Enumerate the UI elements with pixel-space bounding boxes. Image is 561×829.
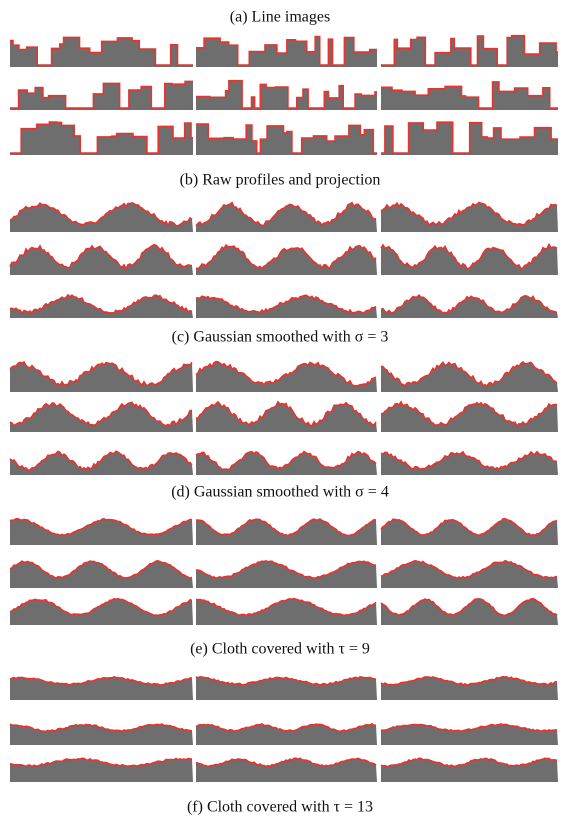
profile-image: [196, 196, 377, 232]
profile-image: [10, 747, 193, 782]
profile-image: [10, 196, 193, 232]
profile-image: [381, 446, 558, 475]
profile-image: [196, 290, 377, 318]
profile-image: [196, 714, 377, 745]
profile-image: [381, 666, 558, 700]
profile-image: [10, 355, 193, 392]
profile-image: [381, 552, 558, 588]
profile-image: [381, 122, 558, 155]
profile-image: [10, 446, 193, 475]
profile-image: [10, 122, 193, 155]
profile-image: [381, 395, 558, 432]
profile-image: [381, 747, 558, 782]
profile-image: [196, 35, 377, 67]
profile-image: [381, 355, 558, 392]
profile-image: [196, 122, 377, 155]
profile-image: [10, 552, 193, 588]
profile-image: [196, 552, 377, 588]
profile-image: [10, 714, 193, 745]
profile-image: [381, 35, 558, 67]
profile-image: [196, 446, 377, 475]
profile-image: [10, 290, 193, 318]
profile-image: [10, 80, 193, 110]
profile-image: [381, 238, 558, 275]
panel-caption: (f) Cloth covered with τ = 13: [187, 799, 373, 816]
profile-image: [196, 510, 377, 545]
profile-image: [381, 196, 558, 232]
profile-image: [10, 238, 193, 275]
figure: (a) Line images (b) Raw profiles and proj…: [0, 0, 561, 824]
panel-caption: (d) Gaussian smoothed with σ = 4: [171, 484, 389, 501]
profile-image: [196, 590, 377, 625]
profile-image: [10, 590, 193, 625]
panel-caption: (c) Gaussian smoothed with σ = 3: [172, 329, 389, 346]
profile-image: [381, 510, 558, 545]
profile-image: [196, 355, 377, 392]
profile-image: [196, 395, 377, 432]
panel-caption: (a) Line images: [230, 9, 330, 26]
profile-image: [196, 238, 377, 275]
panel-caption: (b) Raw profiles and projection: [180, 172, 381, 189]
profile-image: [196, 747, 377, 782]
profile-image: [10, 35, 193, 67]
profile-image: [10, 666, 193, 700]
profile-image: [381, 590, 558, 625]
profile-image: [196, 666, 377, 700]
profile-image: [10, 510, 193, 545]
profile-image: [196, 80, 377, 110]
profile-image: [10, 395, 193, 432]
profile-image: [381, 290, 558, 318]
panel-caption: (e) Cloth covered with τ = 9: [190, 641, 370, 658]
profile-image: [381, 714, 558, 745]
profile-image: [381, 80, 558, 110]
